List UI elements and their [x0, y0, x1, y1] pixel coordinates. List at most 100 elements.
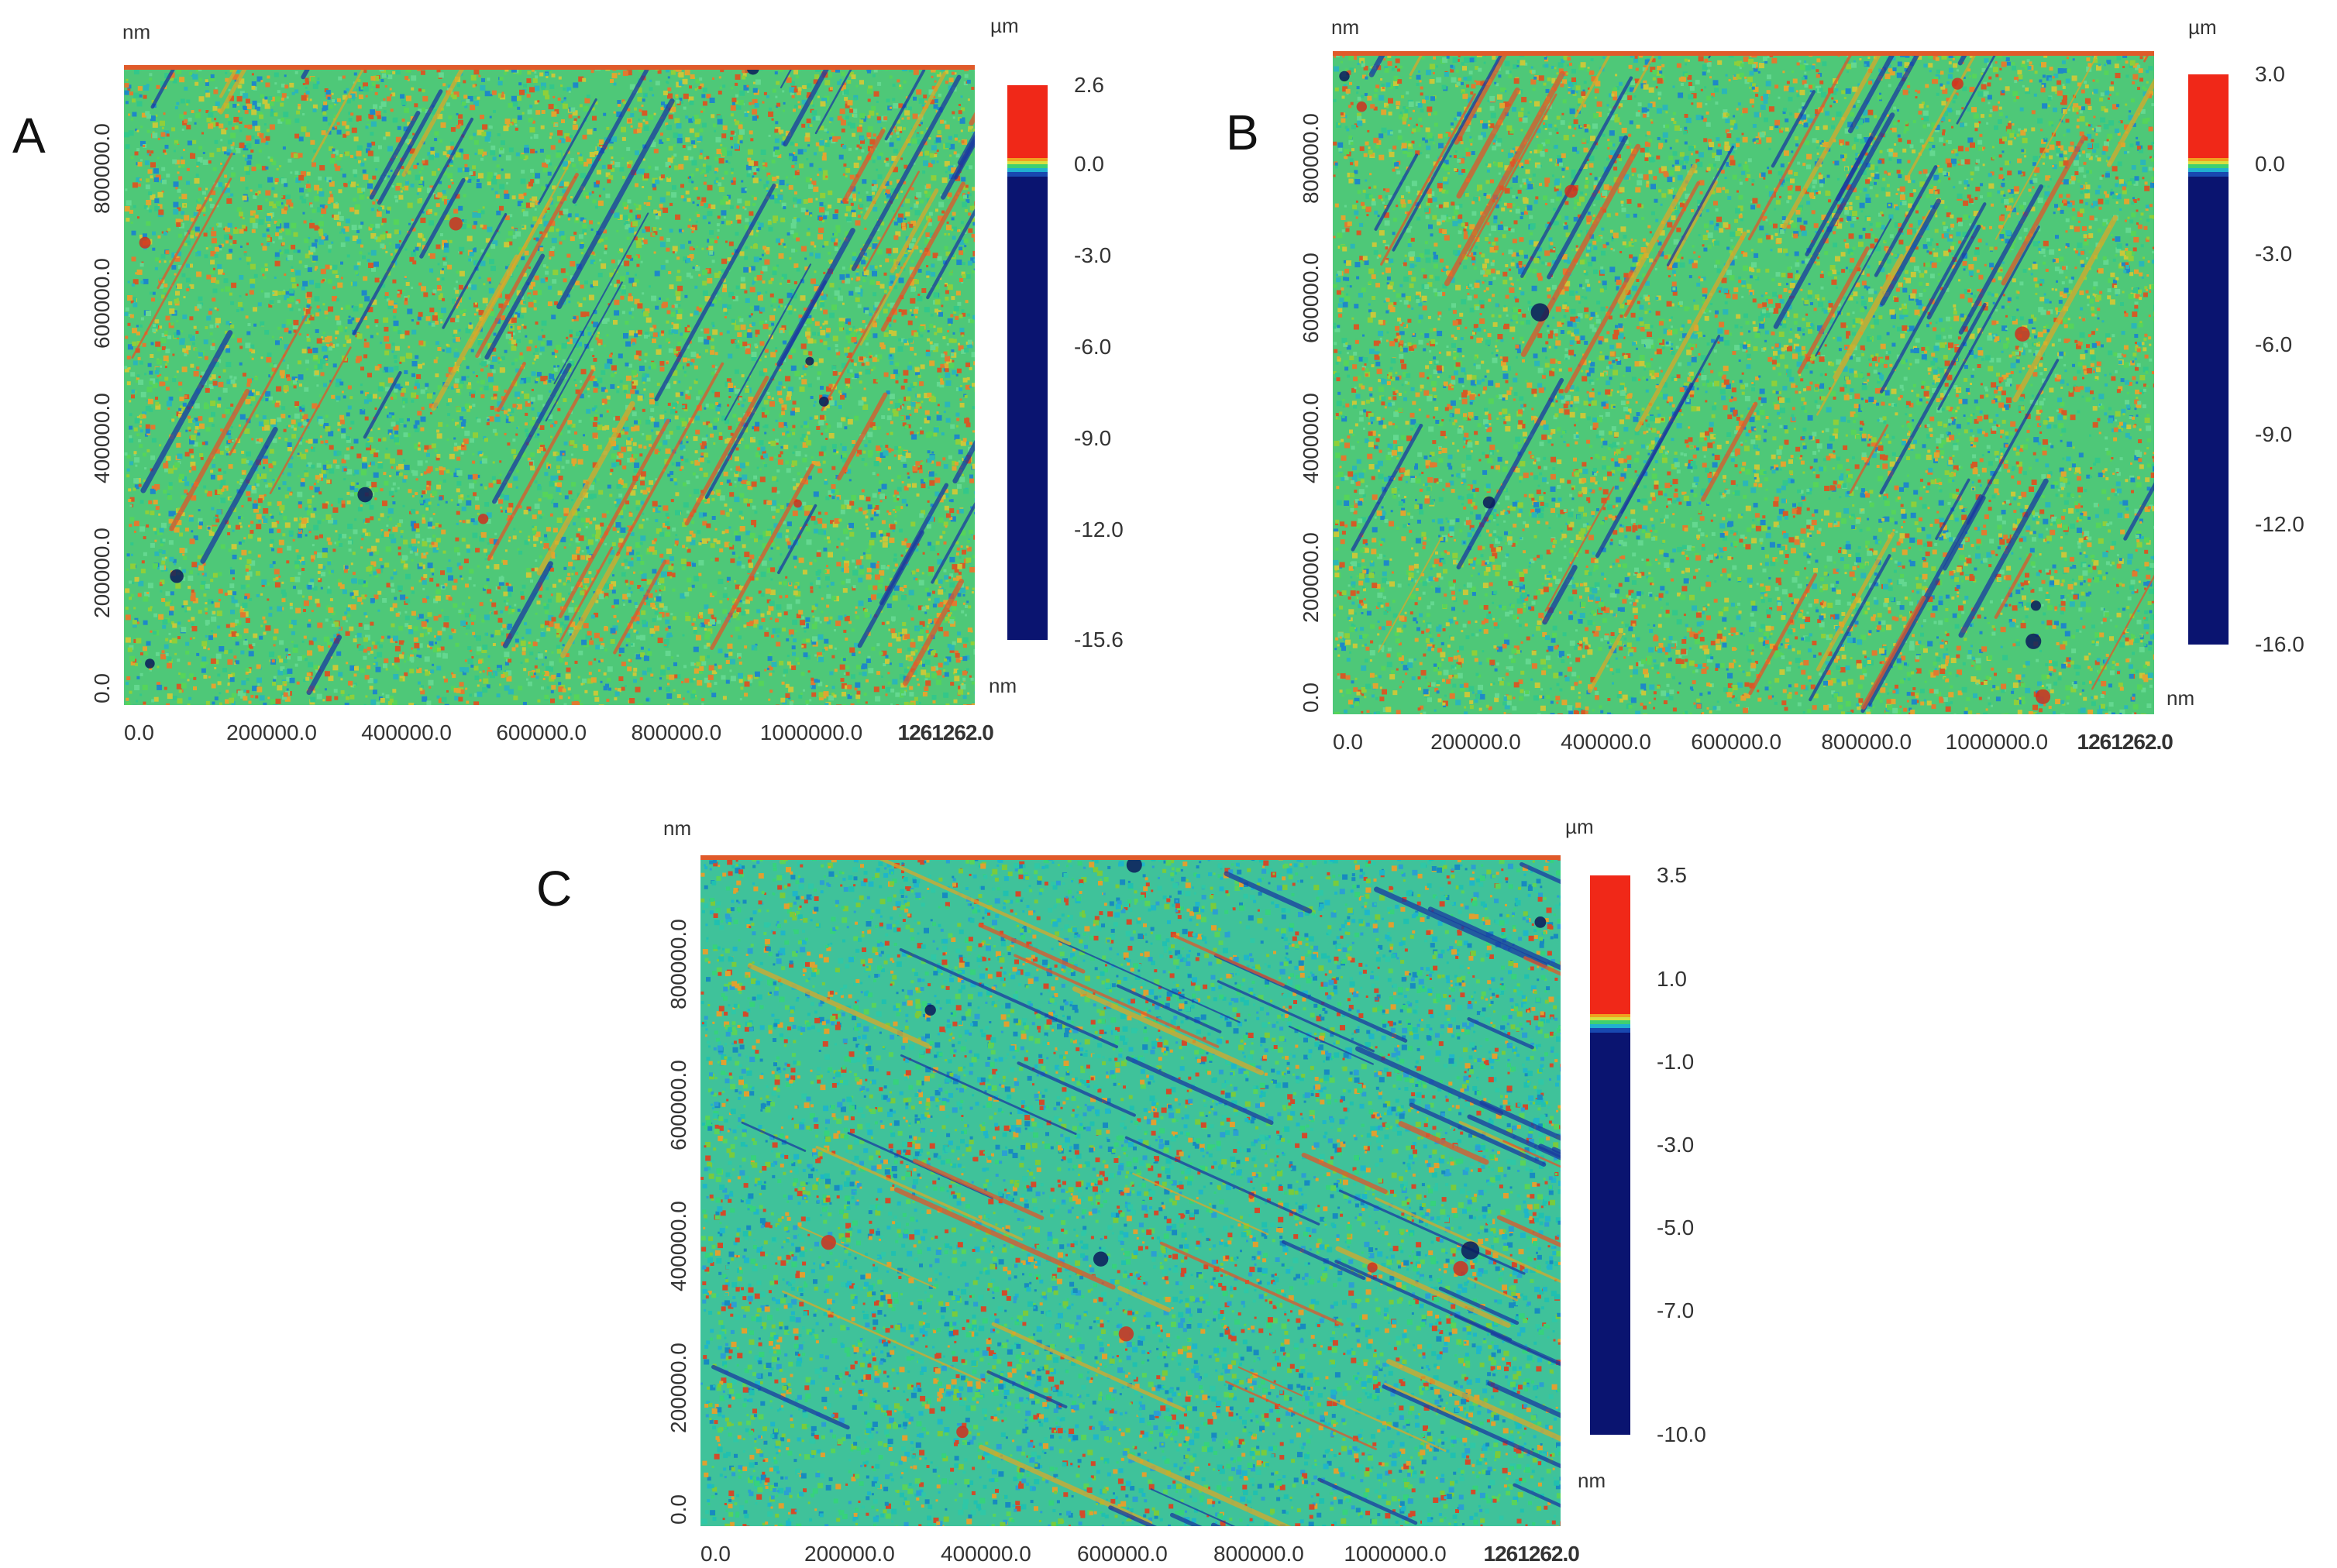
- y-tick-label: 600000.0: [666, 1060, 691, 1150]
- colorbar-tick-label: 3.5: [1657, 863, 1687, 888]
- height-map-svg: [1333, 51, 2154, 714]
- height-map: [1333, 51, 2154, 714]
- y-tick-label: 600000.0: [1299, 253, 1323, 344]
- y-tick-label: 800000.0: [90, 124, 115, 215]
- colorbar-orange: [2188, 158, 2229, 162]
- x-tick-label: 1261262.0: [898, 720, 994, 745]
- colorbar-green: [1590, 1020, 1630, 1025]
- colorbar-tick-label: -10.0: [1657, 1422, 1706, 1447]
- colorbar-tick-label: -6.0: [2255, 332, 2292, 357]
- y-tick-label: 400000.0: [90, 393, 115, 483]
- colorbar-tick-label: -3.0: [1074, 243, 1111, 268]
- colorbar-cyan: [1007, 168, 1048, 173]
- z-unit-label: µm: [990, 14, 1019, 38]
- x-tick-label: 800000.0: [1821, 730, 1912, 755]
- colorbar-green: [1007, 164, 1048, 169]
- panel-a: A nm 0.0 200000.0 400000.0 600000.0 800000.0…: [0, 0, 1168, 775]
- y-tick-label: 200000.0: [666, 1343, 691, 1433]
- y-tick-label: 800000.0: [1299, 113, 1323, 204]
- colorbar-tick-label: -5.0: [1657, 1216, 1694, 1240]
- colorbar-blue: [2188, 172, 2229, 177]
- y-tick-label: 0.0: [90, 673, 115, 703]
- colorbar-red: [1007, 85, 1048, 159]
- surface-background: [700, 855, 1561, 1526]
- panel-b: B nm 0.0 200000.0 400000.0 600000.0 800000.0…: [1209, 0, 2337, 775]
- panel-c: C nm 0.0 200000.0 400000.0 600000.0 800000.0…: [527, 798, 1813, 1568]
- x-tick-label: 200000.0: [226, 720, 317, 745]
- x-tick-label: 1261262.0: [2077, 730, 2174, 755]
- x-tick-label: 1000000.0: [760, 720, 862, 745]
- height-map: [124, 65, 975, 705]
- x-tick-label: 400000.0: [361, 720, 452, 745]
- x-tick-label: 0.0: [1333, 730, 1363, 755]
- colorbar-tick-label: -3.0: [2255, 242, 2292, 266]
- colorbar-tick-label: 0.0: [1074, 152, 1104, 177]
- colorbar-tick-label: -7.0: [1657, 1298, 1694, 1323]
- surface-speckle: [124, 65, 975, 705]
- y-tick-label: 400000.0: [666, 1202, 691, 1292]
- colorbar-tick-label: -12.0: [1074, 518, 1124, 542]
- x-tick-label: 0.0: [124, 720, 154, 745]
- colorbar-blue: [1590, 1028, 1630, 1033]
- colorbar-tick-label: -9.0: [2255, 422, 2292, 447]
- height-map-svg: [700, 855, 1561, 1526]
- z-unit-label: µm: [1565, 815, 1594, 839]
- x-tick-label: 200000.0: [1430, 730, 1521, 755]
- colorbar: [1007, 85, 1048, 640]
- x-tick-label: 1261262.0: [1484, 1542, 1580, 1566]
- colorbar-yellow: [2188, 161, 2229, 165]
- colorbar-yellow: [1007, 161, 1048, 165]
- x-tick-label: 400000.0: [941, 1542, 1031, 1566]
- surface-scratches: [131, 65, 975, 696]
- y-tick-label: 600000.0: [90, 259, 115, 349]
- x-tick-label: 800000.0: [631, 720, 721, 745]
- x-tick-label: 400000.0: [1561, 730, 1651, 755]
- surface-top-edge: [124, 65, 975, 70]
- colorbar-tick-label: -12.0: [2255, 512, 2304, 537]
- colorbar-cyan: [2188, 168, 2229, 173]
- colorbar-yellow: [1590, 1017, 1630, 1021]
- surface-speckle: [700, 855, 1561, 1526]
- y-tick-label: 0.0: [1299, 683, 1323, 713]
- x-tick-label: 800000.0: [1213, 1542, 1304, 1566]
- x-unit-label: nm: [2167, 686, 2194, 710]
- y-tick-label: 200000.0: [90, 528, 115, 618]
- panel-label: C: [536, 860, 572, 917]
- colorbar-tick-label: 0.0: [2255, 152, 2285, 177]
- colorbar-tick-label: 1.0: [1657, 967, 1687, 992]
- y-tick-label: 800000.0: [666, 919, 691, 1009]
- colorbar-red: [2188, 74, 2229, 159]
- surface-scratches: [1339, 51, 2154, 714]
- x-tick-label: 1000000.0: [1946, 730, 2048, 755]
- x-tick-label: 200000.0: [804, 1542, 895, 1566]
- colorbar-blue: [1007, 172, 1048, 177]
- colorbar-navy: [2188, 177, 2229, 645]
- x-tick-label: 0.0: [700, 1542, 731, 1566]
- x-tick-label: 1000000.0: [1344, 1542, 1446, 1566]
- surface-top-edge: [1333, 51, 2154, 56]
- colorbar-tick-label: -15.6: [1074, 628, 1124, 652]
- colorbar: [2188, 74, 2229, 645]
- colorbar-tick-label: -9.0: [1074, 426, 1111, 451]
- y-tick-label: 0.0: [666, 1494, 691, 1525]
- x-unit-label: nm: [989, 674, 1017, 698]
- y-unit-label: nm: [1331, 15, 1359, 40]
- colorbar-navy: [1590, 1033, 1630, 1435]
- colorbar-tick-label: 2.6: [1074, 73, 1104, 98]
- colorbar-tick-label: -6.0: [1074, 335, 1111, 359]
- x-tick-label: 600000.0: [1691, 730, 1781, 755]
- panel-label: B: [1226, 104, 1259, 161]
- colorbar-tick-label: -16.0: [2255, 632, 2304, 657]
- colorbar-cyan: [1590, 1024, 1630, 1029]
- colorbar-tick-label: -1.0: [1657, 1050, 1694, 1075]
- z-unit-label: µm: [2188, 15, 2217, 40]
- colorbar-red: [1590, 875, 1630, 1015]
- x-tick-label: 600000.0: [1077, 1542, 1168, 1566]
- surface-top-edge: [700, 855, 1561, 860]
- colorbar-orange: [1590, 1014, 1630, 1018]
- x-tick-label: 600000.0: [496, 720, 587, 745]
- surface-scratches: [711, 855, 1561, 1526]
- colorbar-tick-label: 3.0: [2255, 62, 2285, 87]
- height-map-svg: [124, 65, 975, 705]
- colorbar-orange: [1007, 158, 1048, 162]
